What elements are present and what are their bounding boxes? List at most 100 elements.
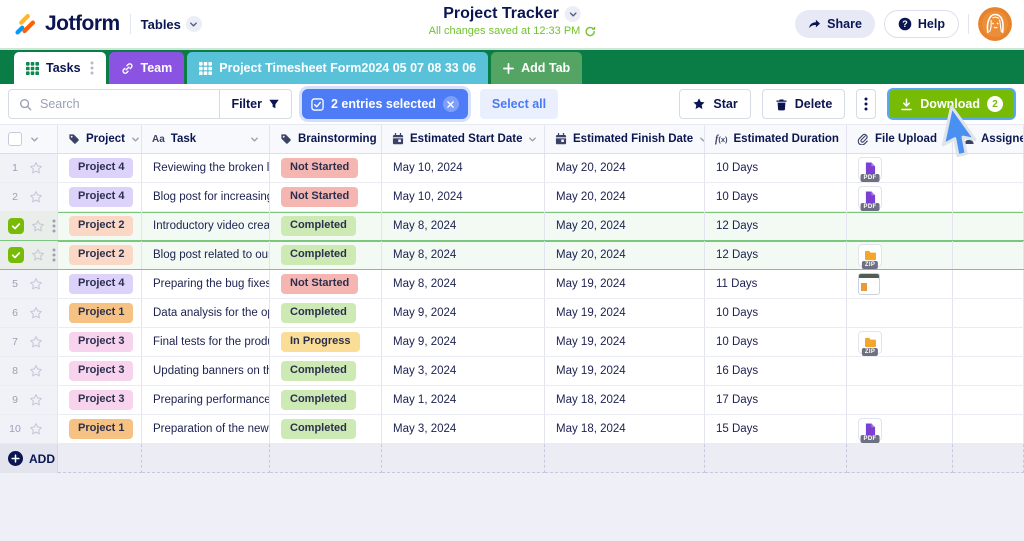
entries-selected-pill[interactable]: 2 entries selected (302, 89, 468, 119)
column-header-project[interactable]: Project (58, 125, 142, 153)
task-cell[interactable]: Reviewing the broken lin... (142, 154, 270, 182)
brainstorming-cell[interactable]: Not Started (270, 270, 382, 298)
row-star-icon[interactable] (29, 393, 43, 407)
duration-cell[interactable]: 10 Days (705, 154, 847, 182)
column-header-file-upload[interactable]: File Upload (847, 125, 953, 153)
file-upload-cell[interactable] (847, 386, 953, 414)
assignee-cell[interactable] (953, 183, 1024, 211)
duration-cell[interactable]: 10 Days (705, 183, 847, 211)
select-all-checkbox[interactable] (8, 132, 22, 146)
task-cell[interactable]: Final tests for the produ... (142, 328, 270, 356)
task-cell[interactable]: Introductory video creati... (142, 212, 270, 240)
duration-cell[interactable]: 12 Days (705, 212, 847, 240)
search-input[interactable] (40, 97, 210, 111)
file-pdf-icon[interactable]: PDF (858, 185, 882, 211)
delete-button[interactable]: Delete (761, 89, 846, 119)
more-options-button[interactable] (856, 89, 877, 119)
tables-dropdown[interactable]: Tables (141, 16, 202, 32)
file-upload-cell[interactable]: ZIP (847, 328, 953, 356)
column-header-estimated-duration[interactable]: f (x) Estimated Duration (705, 125, 847, 153)
add-tab-button[interactable]: Add Tab (491, 52, 583, 84)
finish-date-cell[interactable]: May 20, 2024 (545, 154, 705, 182)
clear-selection-icon[interactable] (442, 96, 459, 112)
row-star-icon[interactable] (29, 422, 43, 436)
file-upload-cell[interactable]: ZIP (847, 241, 953, 269)
assignee-cell[interactable] (953, 415, 1024, 443)
finish-date-cell[interactable]: May 20, 2024 (545, 183, 705, 211)
column-header-task[interactable]: Aa Task (142, 125, 270, 153)
file-image-thumbnail[interactable] (858, 273, 880, 295)
task-cell[interactable]: Preparing performance ... (142, 386, 270, 414)
task-cell[interactable]: Blog post for increasing ... (142, 183, 270, 211)
brainstorming-cell[interactable]: Completed (270, 357, 382, 385)
finish-date-cell[interactable]: May 20, 2024 (545, 241, 705, 269)
assignee-cell[interactable] (953, 328, 1024, 356)
start-date-cell[interactable]: May 8, 2024 (382, 241, 545, 269)
file-upload-cell[interactable]: PDF (847, 154, 953, 182)
chevron-down-icon[interactable] (30, 135, 39, 144)
file-upload-cell[interactable] (847, 299, 953, 327)
finish-date-cell[interactable]: May 18, 2024 (545, 386, 705, 414)
file-pdf-icon[interactable]: PDF (858, 156, 882, 182)
assignee-cell[interactable] (953, 270, 1024, 298)
select-all-button[interactable]: Select all (479, 89, 559, 119)
project-cell[interactable]: Project 4 (58, 154, 142, 182)
start-date-cell[interactable]: May 10, 2024 (382, 183, 545, 211)
task-cell[interactable]: Data analysis for the ope... (142, 299, 270, 327)
project-cell[interactable]: Project 1 (58, 415, 142, 443)
brainstorming-cell[interactable]: Not Started (270, 154, 382, 182)
project-cell[interactable]: Project 1 (58, 299, 142, 327)
page-title[interactable]: Project Tracker (443, 5, 559, 22)
assignee-cell[interactable] (953, 299, 1024, 327)
row-star-icon[interactable] (31, 248, 45, 262)
tab-team[interactable]: Team (108, 52, 185, 84)
brainstorming-cell[interactable]: Completed (270, 241, 382, 269)
tab-project-timesheet[interactable]: Project Timesheet Form2024 05 07 08 33 0… (187, 52, 489, 84)
tab-menu-dots-icon[interactable] (90, 61, 94, 75)
finish-date-cell[interactable]: May 19, 2024 (545, 299, 705, 327)
brainstorming-cell[interactable]: Completed (270, 299, 382, 327)
column-header-estimated-start-date[interactable]: Estimated Start Date (382, 125, 545, 153)
start-date-cell[interactable]: May 3, 2024 (382, 357, 545, 385)
task-cell[interactable]: Preparing the bug fixes r... (142, 270, 270, 298)
project-cell[interactable]: Project 2 (58, 212, 142, 240)
project-cell[interactable]: Project 4 (58, 183, 142, 211)
add-row-button[interactable]: ADD (0, 444, 58, 473)
search-field[interactable] (9, 97, 219, 111)
finish-date-cell[interactable]: May 18, 2024 (545, 415, 705, 443)
brainstorming-cell[interactable]: Not Started (270, 183, 382, 211)
chevron-down-icon[interactable] (250, 135, 259, 144)
project-cell[interactable]: Project 4 (58, 270, 142, 298)
duration-cell[interactable]: 17 Days (705, 386, 847, 414)
chevron-down-icon[interactable] (943, 135, 952, 144)
row-checkbox-checked[interactable] (8, 218, 24, 234)
tab-tasks[interactable]: Tasks (14, 52, 106, 84)
filter-button[interactable]: Filter (219, 90, 291, 118)
duration-cell[interactable]: 10 Days (705, 299, 847, 327)
column-header-brainstorming[interactable]: Brainstorming (270, 125, 382, 153)
jotform-logo[interactable]: Jotform (12, 11, 120, 37)
file-upload-cell[interactable] (847, 357, 953, 385)
chevron-down-icon[interactable] (699, 135, 704, 144)
project-cell[interactable]: Project 3 (58, 386, 142, 414)
start-date-cell[interactable]: May 8, 2024 (382, 270, 545, 298)
task-cell[interactable]: Updating banners on the... (142, 357, 270, 385)
project-cell[interactable]: Project 2 (58, 241, 142, 269)
row-star-icon[interactable] (31, 219, 45, 233)
finish-date-cell[interactable]: May 20, 2024 (545, 212, 705, 240)
row-star-icon[interactable] (29, 364, 43, 378)
column-header-estimated-finish-date[interactable]: Estimated Finish Date (545, 125, 705, 153)
chevron-down-icon[interactable] (528, 135, 537, 144)
star-button[interactable]: Star (679, 89, 751, 119)
assignee-cell[interactable] (953, 212, 1024, 240)
row-star-icon[interactable] (29, 161, 43, 175)
duration-cell[interactable]: 12 Days (705, 241, 847, 269)
